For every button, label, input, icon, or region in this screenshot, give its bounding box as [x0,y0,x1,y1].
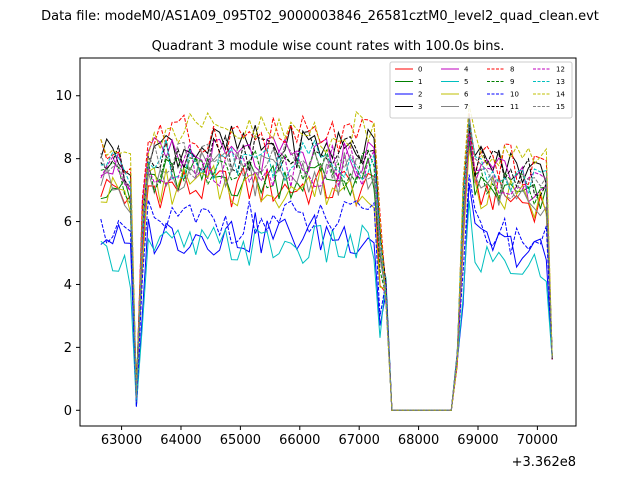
y-tick-label: 8 [64,152,72,167]
y-tick-label: 2 [64,341,72,356]
x-axis-ticks: 63000 64000 65000 66000 67000 68000 69000 70000 [101,426,558,448]
legend-label-12: 12 [556,66,565,74]
x-axis-offset-label: +3.362e8 [512,455,576,470]
x-tick-label: 70000 [517,433,558,448]
x-tick-label: 69000 [457,433,498,448]
x-tick-label: 68000 [398,433,439,448]
plot-lines [100,104,553,411]
series-line-14 [100,104,553,411]
legend-label-6: 6 [464,91,469,99]
legend-label-14: 14 [556,91,565,99]
legend-label-9: 9 [510,78,514,86]
series-line-7 [100,126,553,411]
legend-label-1: 1 [418,78,422,86]
series-line-10 [100,174,553,411]
y-tick-label: 10 [55,89,72,104]
legend-label-4: 4 [464,66,469,74]
axes-frame [79,57,577,427]
legend-frame [389,61,573,119]
legend-label-3: 3 [418,103,422,111]
legend-label-7: 7 [464,103,468,111]
series-line-11 [100,128,553,411]
x-tick-label: 65000 [220,433,261,448]
figure-suptitle: Data file: modeM0/AS1A09_095T02_90000038… [41,9,599,24]
legend-label-11: 11 [510,103,519,111]
legend-label-0: 0 [418,66,422,74]
series-line-5 [100,200,553,411]
y-tick-label: 6 [64,215,72,230]
series-line-9 [100,138,553,411]
legend-label-10: 10 [510,91,519,99]
chart-title: Quadrant 3 module wise count rates with … [152,39,505,54]
legend-label-5: 5 [464,78,468,86]
series-line-6 [100,148,553,411]
series-line-13 [100,119,553,411]
series-line-0 [100,131,553,411]
series-line-8 [100,112,553,411]
y-tick-label: 4 [64,278,72,293]
y-axis-ticks: 0 2 4 6 8 10 [55,89,80,419]
x-tick-label: 66000 [279,433,320,448]
series-line-15 [100,115,553,411]
legend-label-8: 8 [510,66,514,74]
x-tick-label: 67000 [339,433,380,448]
y-tick-label: 0 [64,404,72,419]
x-tick-label: 63000 [101,433,142,448]
legend-label-15: 15 [556,103,565,111]
series-line-2 [100,183,553,411]
x-tick-label: 64000 [160,433,201,448]
legend-label-2: 2 [418,91,422,99]
legend-label-13: 13 [556,78,565,86]
